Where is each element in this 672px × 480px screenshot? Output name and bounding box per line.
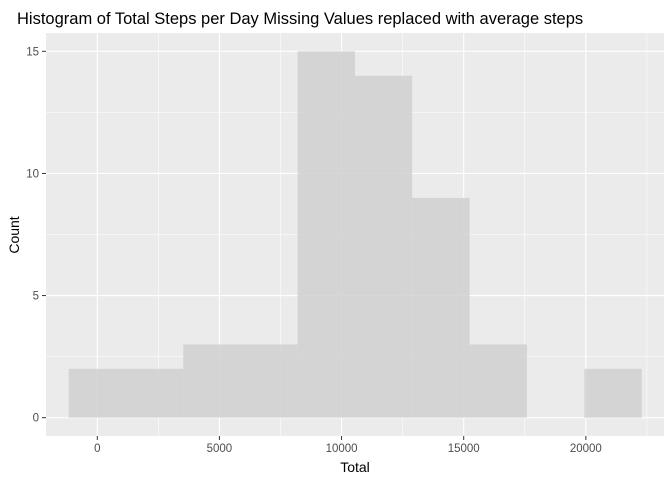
x-axis-title: Total xyxy=(340,459,370,475)
x-tick-label: 0 xyxy=(94,443,100,455)
histogram-bar-2 xyxy=(183,344,298,418)
y-axis-title: Count xyxy=(6,216,22,253)
histogram-bar-6 xyxy=(469,344,527,418)
y-tick-label: 0 xyxy=(33,413,39,425)
y-axis: 0 5 10 15 xyxy=(26,46,46,425)
histogram-bar-3 xyxy=(297,51,355,418)
x-tick-label: 5000 xyxy=(207,443,233,455)
y-tick-label: 15 xyxy=(26,46,39,58)
histogram-bar-5 xyxy=(412,197,470,418)
x-tick-label: 10000 xyxy=(326,443,358,455)
y-tick-label: 10 xyxy=(26,168,39,180)
chart-title: Histogram of Total Steps per Day Missing… xyxy=(17,10,583,28)
x-axis: 0 5000 10000 15000 20000 xyxy=(94,436,602,455)
histogram-bars xyxy=(68,51,642,418)
y-tick-label: 5 xyxy=(33,291,39,303)
x-tick-label: 20000 xyxy=(570,443,602,455)
histogram-bar-7 xyxy=(584,368,642,418)
x-tick-label: 15000 xyxy=(448,443,480,455)
histogram-bar-4 xyxy=(355,75,413,418)
histogram-bar-1 xyxy=(68,368,184,418)
